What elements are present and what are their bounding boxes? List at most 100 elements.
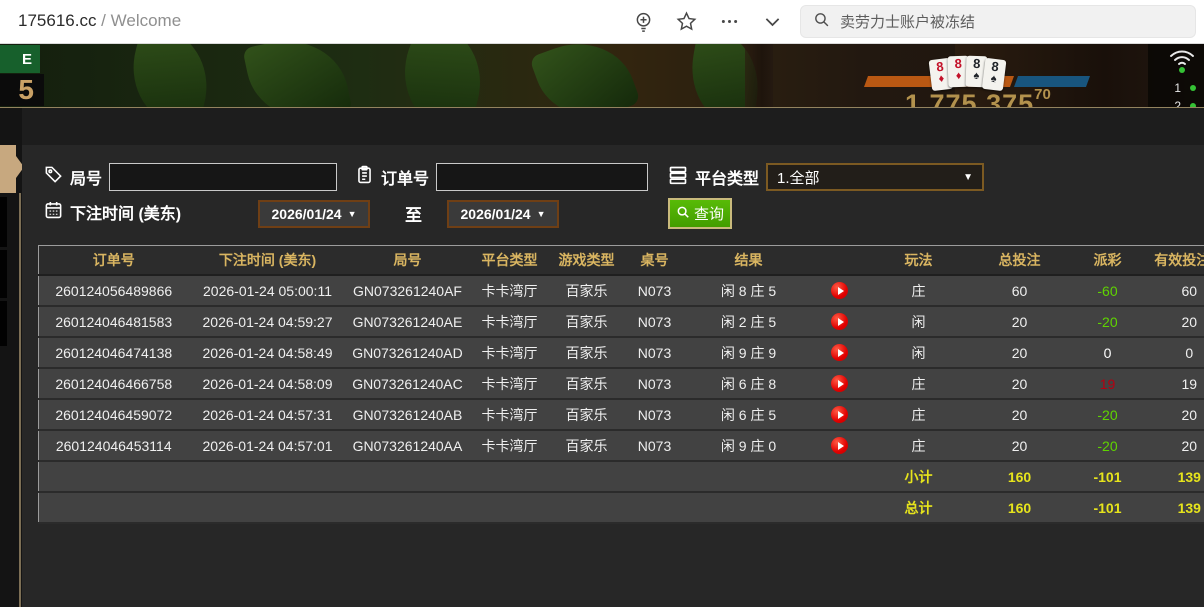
table-row: 260124046481583 2026-01-24 04:59:27 GN07… [38, 306, 1204, 338]
cell-total-bet: 20 [968, 306, 1071, 338]
cell-table-no: N073 [622, 337, 687, 369]
replay-button[interactable] [831, 344, 848, 362]
play-icon [837, 379, 844, 388]
cell-total-bet: 20 [968, 337, 1071, 369]
cell-play: 庄 [868, 399, 969, 431]
cell-total-bet: 20 [968, 430, 1071, 462]
cell-order: 260124046481583 [38, 306, 189, 338]
tag-icon [44, 165, 63, 189]
cell-platform: 卡卡湾厅 [468, 275, 551, 307]
grand-total-row: 总计 160 -101 139 [38, 492, 1204, 524]
site-name: 175616.cc [18, 11, 97, 30]
browser-toolbar-icons [632, 10, 783, 32]
to-label: 至 [405, 206, 422, 225]
cell-game: GN073261240AE [346, 306, 469, 338]
cell-table-no: N073 [622, 399, 687, 431]
dropdown-arrow-icon: ▼ [536, 209, 546, 219]
grand-total-total-bet: 160 [968, 492, 1071, 524]
search-icon [813, 11, 830, 33]
cell-game: GN073261240AF [346, 275, 469, 307]
order-no-input[interactable] [436, 163, 649, 191]
col-header-game-type: 游戏类型 [550, 245, 623, 276]
cell-result: 闲 2 庄 5 [686, 306, 811, 338]
cell-platform: 卡卡湾厅 [468, 306, 551, 338]
table-row: 260124056489866 2026-01-24 05:00:11 GN07… [38, 275, 1204, 307]
game-no-input[interactable] [109, 163, 338, 191]
cell-payout: 0 [1070, 337, 1145, 369]
browser-search-bar[interactable]: 卖劳力士账户被冻结 [800, 5, 1196, 38]
table-row: 260124046466758 2026-01-24 04:58:09 GN07… [38, 368, 1204, 400]
replay-button[interactable] [831, 437, 848, 455]
subtotal-row: 小计 160 -101 139 [38, 461, 1204, 493]
cell-payout: -60 [1070, 275, 1145, 307]
cell-game-type: 百家乐 [550, 368, 623, 400]
subtotal-valid-bet: 139 [1144, 461, 1204, 493]
cell-platform: 卡卡湾厅 [468, 430, 551, 462]
cell-payout: -20 [1070, 399, 1145, 431]
replay-button[interactable] [831, 282, 848, 300]
cell-replay [810, 337, 869, 369]
cell-play: 庄 [868, 275, 969, 307]
play-icon [837, 317, 844, 326]
cell-valid-bet: 20 [1144, 430, 1204, 462]
cell-payout: -20 [1070, 430, 1145, 462]
table-row: 260124046474138 2026-01-24 04:58:49 GN07… [38, 337, 1204, 369]
subtotal-spacer [38, 461, 869, 493]
balance-amount: 1,775,37570 [905, 86, 1051, 108]
sidebar-item-block [0, 301, 7, 346]
cell-game: GN073261240AB [346, 399, 469, 431]
cell-time: 2026-01-24 05:00:11 [188, 275, 347, 307]
favorites-star-icon[interactable] [675, 10, 697, 32]
replay-button[interactable] [831, 375, 848, 393]
game-no-filter: 局号 [44, 163, 338, 191]
dropdown-arrow-icon: ▼ [963, 171, 974, 183]
replay-button[interactable] [831, 313, 848, 331]
status-dot [1179, 67, 1185, 73]
dealt-cards: 8 ♦ 8 ♦ 8 ♠ 8 ♠ [928, 55, 1007, 92]
banner-art [384, 44, 501, 107]
platform-select[interactable]: 1.全部 ▼ [766, 163, 985, 191]
chevron-down-icon[interactable] [761, 10, 783, 32]
table-badge: E [0, 45, 40, 73]
line-option-2[interactable]: 2 [1174, 99, 1196, 107]
replay-button[interactable] [831, 406, 848, 424]
clipboard-icon [355, 165, 374, 189]
cell-table-no: N073 [622, 275, 687, 307]
query-button-label: 查询 [693, 206, 724, 223]
cell-valid-bet: 20 [1144, 306, 1204, 338]
collections-lightbulb-icon[interactable] [632, 10, 654, 32]
bet-records-table: 订单号 下注时间 (美东) 局号 平台类型 游戏类型 桌号 结果 玩法 总投注 … [38, 245, 1204, 524]
bet-time-label: 下注时间 (美东) [70, 206, 182, 223]
cell-table-no: N073 [622, 306, 687, 338]
query-button[interactable]: 查询 [668, 198, 732, 229]
line-option-1[interactable]: 1 [1174, 81, 1196, 95]
play-icon [837, 441, 844, 450]
subtotal-label: 小计 [868, 461, 969, 493]
cell-order: 260124046474138 [38, 337, 189, 369]
platform-filter: 平台类型 1.全部 ▼ [668, 163, 985, 191]
more-ellipsis-icon[interactable] [718, 10, 740, 32]
game-banner: E 5 8 ♦ 8 ♦ 8 ♠ 8 ♠ 1,775,37570 [0, 44, 1204, 108]
date-from-value: 2026/01/24 [271, 206, 342, 222]
cell-time: 2026-01-24 04:57:31 [188, 399, 347, 431]
score-number: 5 [0, 74, 44, 106]
grand-total-label: 总计 [868, 492, 969, 524]
cell-order: 260124046453114 [38, 430, 189, 462]
play-icon [837, 348, 844, 357]
cell-valid-bet: 19 [1144, 368, 1204, 400]
cell-replay [810, 399, 869, 431]
cell-game-type: 百家乐 [550, 430, 623, 462]
cell-valid-bet: 20 [1144, 399, 1204, 431]
date-to-select[interactable]: 2026/01/24 ▼ [447, 200, 559, 228]
date-from-select[interactable]: 2026/01/24 ▼ [258, 200, 370, 228]
cell-payout: -20 [1070, 306, 1145, 338]
server-list-icon [668, 165, 688, 190]
col-header-valid-bet: 有效投注额 [1144, 245, 1204, 276]
calendar-icon [44, 200, 63, 224]
dropdown-arrow-icon: ▼ [347, 209, 357, 219]
col-header-total-bet: 总投注 [968, 245, 1071, 276]
cell-payout: 19 [1070, 368, 1145, 400]
play-icon [837, 286, 844, 295]
panel-collapse-tab[interactable] [0, 145, 24, 193]
records-panel: 局号 订单号 平台类型 1.全部 ▼ [22, 108, 1204, 607]
